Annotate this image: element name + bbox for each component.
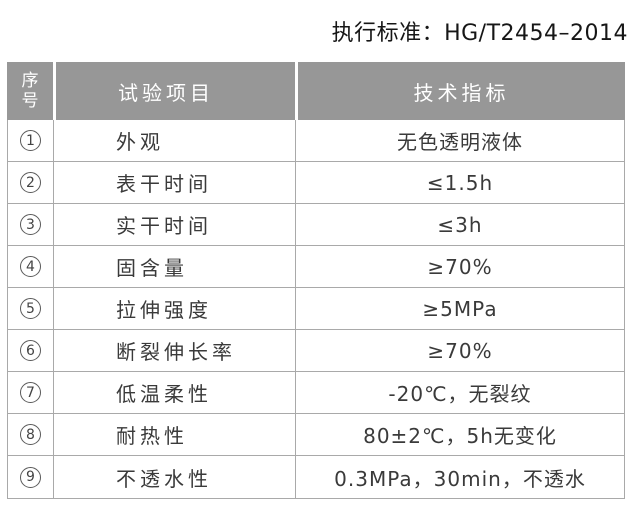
circled-number: 7: [20, 382, 41, 403]
serial-cell: 2: [8, 162, 54, 203]
value-cell: 80±2℃，5h无变化: [363, 424, 557, 448]
header-cell-serial: 序号: [7, 62, 53, 120]
standard-title: 执行标准：HG/T2454–2014: [331, 21, 628, 46]
value-cell: 无色透明液体: [397, 130, 523, 154]
item-cell: 表干时间: [54, 162, 296, 203]
table-row: 8 耐热性 80±2℃，5h无变化: [8, 414, 624, 456]
item-cell: 拉伸强度: [54, 288, 296, 329]
item-cell: 外观: [54, 120, 296, 161]
header-cell-test-item: 试验项目: [53, 62, 295, 120]
item-cell: 不透水性: [54, 456, 296, 498]
value-cell: 0.3MPa，30min，不透水: [334, 466, 586, 491]
value-cell: ≥70%: [427, 338, 493, 363]
value-cell: ≤3h: [437, 212, 483, 237]
table-row: 6 断裂伸长率 ≥70%: [8, 330, 624, 372]
item-cell: 实干时间: [54, 204, 296, 245]
circled-number: 6: [20, 340, 41, 361]
table-row: 7 低温柔性 -20℃，无裂纹: [8, 372, 624, 414]
spec-table: 序号 试验项目 技术指标 1 外观 无色透明液体 2 表干时间 ≤1.5h: [7, 62, 625, 499]
circled-number: 9: [20, 466, 41, 488]
title-row: 执行标准：HG/T2454–2014: [0, 0, 632, 62]
value-cell: ≤1.5h: [426, 170, 494, 195]
serial-cell: 4: [8, 246, 54, 287]
serial-cell: 1: [8, 120, 54, 161]
table-row: 4 固含量 ≥70%: [8, 246, 624, 288]
serial-cell: 9: [8, 456, 54, 498]
table-header-row: 序号 试验项目 技术指标: [7, 62, 625, 120]
serial-cell: 6: [8, 330, 54, 371]
value-cell: ≥70%: [427, 254, 493, 279]
serial-cell: 5: [8, 288, 54, 329]
value-cell: ≥5MPa: [422, 296, 498, 321]
item-cell: 断裂伸长率: [54, 330, 296, 371]
circled-number: 2: [20, 172, 41, 193]
table-row: 5 拉伸强度 ≥5MPa: [8, 288, 624, 330]
circled-number: 5: [20, 298, 41, 319]
header-serial-label: 序号: [21, 70, 39, 111]
header-cell-technical-indicator: 技术指标: [295, 62, 625, 120]
circled-number: 3: [20, 214, 41, 235]
table-row: 2 表干时间 ≤1.5h: [8, 162, 624, 204]
table-row: 3 实干时间 ≤3h: [8, 204, 624, 246]
serial-cell: 3: [8, 204, 54, 245]
circled-number: 1: [20, 130, 41, 151]
table-body: 1 外观 无色透明液体 2 表干时间 ≤1.5h 3 实干时间 ≤3h: [7, 120, 625, 499]
circled-number: 8: [20, 424, 41, 445]
item-cell: 低温柔性: [54, 372, 296, 413]
serial-cell: 7: [8, 372, 54, 413]
table-row: 1 外观 无色透明液体: [8, 120, 624, 162]
serial-cell: 8: [8, 414, 54, 455]
table-row: 9 不透水性 0.3MPa，30min，不透水: [8, 456, 624, 498]
value-cell: -20℃，无裂纹: [388, 382, 532, 406]
item-cell: 耐热性: [54, 414, 296, 455]
circled-number: 4: [20, 256, 41, 277]
item-cell: 固含量: [54, 246, 296, 287]
